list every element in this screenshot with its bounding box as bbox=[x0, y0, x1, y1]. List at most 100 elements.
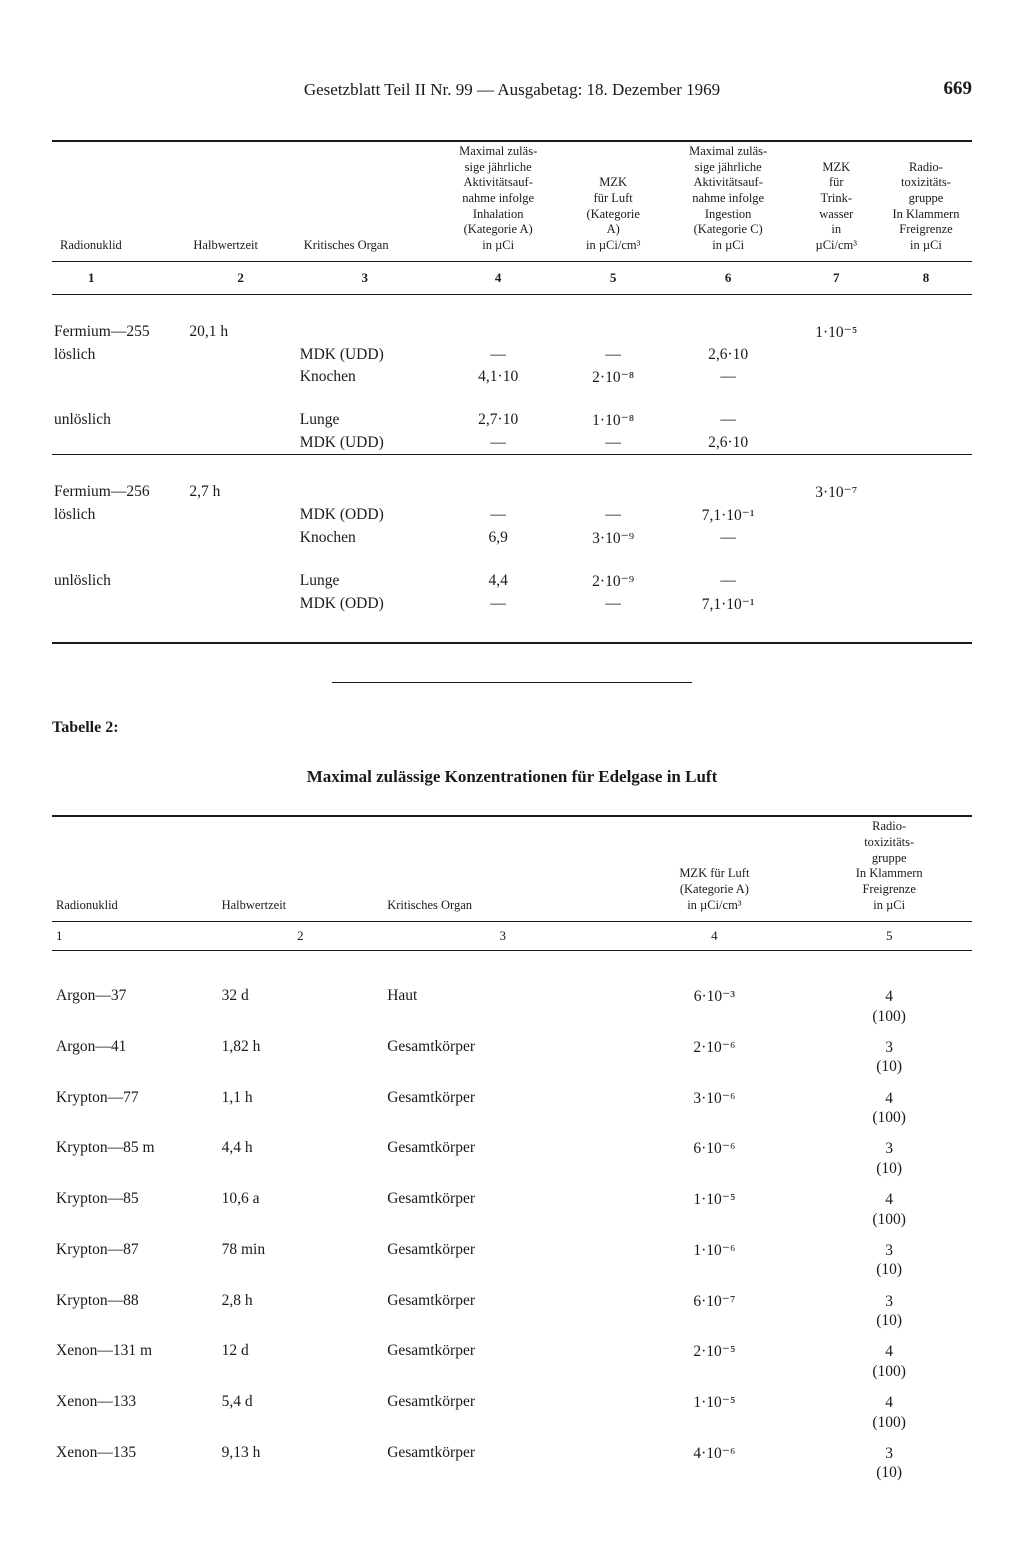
cell-toxgruppe: 3(10) bbox=[806, 1438, 972, 1489]
cell-radionuklid: unlöslich bbox=[52, 570, 185, 593]
table-1: Radionuklid Halbwertzeit Kritisches Orga… bbox=[52, 140, 972, 644]
t1-h4: Maximal zuläs- sige jährliche Aktivitäts… bbox=[434, 142, 563, 262]
table-row: Krypton—882,8 hGesamtkörper6·10⁻⁷3(10) bbox=[52, 1286, 972, 1337]
cell-toxgruppe bbox=[880, 504, 972, 527]
cell-radionuklid: Fermium—255 bbox=[52, 321, 185, 344]
cell-halbwertzeit: 32 d bbox=[218, 981, 384, 1032]
cell-mzk-wasser bbox=[793, 527, 880, 550]
cell-toxgruppe: 3(10) bbox=[806, 1235, 972, 1286]
t2-cn5: 5 bbox=[806, 922, 972, 951]
t1-h3: Kritisches Organ bbox=[296, 142, 434, 262]
cell-halbwertzeit bbox=[185, 593, 295, 616]
cell-halbwertzeit bbox=[185, 366, 295, 389]
cell-halbwertzeit: 1,82 h bbox=[218, 1032, 384, 1083]
t2-cn4: 4 bbox=[622, 922, 806, 951]
table-2-title: Maximal zulässige Konzentrationen für Ed… bbox=[52, 767, 972, 787]
cell-mzk-luft: 6·10⁻⁷ bbox=[622, 1286, 806, 1337]
table-1-header-row: Radionuklid Halbwertzeit Kritisches Orga… bbox=[52, 142, 972, 262]
cell-ingestion: 2,6·10 bbox=[664, 432, 793, 455]
table-2: Radionuklid Halbwertzeit Kritisches Orga… bbox=[52, 815, 972, 1488]
cell-radionuklid: unlöslich bbox=[52, 409, 185, 432]
cell-radionuklid: löslich bbox=[52, 344, 185, 366]
cell-inhalation bbox=[434, 321, 563, 344]
cell-radionuklid: Krypton—87 bbox=[52, 1235, 218, 1286]
cell-ingestion: — bbox=[664, 366, 793, 389]
cell-mzk-luft: 2·10⁻⁵ bbox=[622, 1336, 806, 1387]
cell-mzk-luft bbox=[563, 481, 664, 504]
t2-h5: Radio- toxizitäts- gruppe In Klammern Fr… bbox=[806, 817, 972, 921]
cell-radionuklid bbox=[52, 527, 185, 550]
cell-organ: Gesamtkörper bbox=[383, 1184, 622, 1235]
cell-halbwertzeit bbox=[185, 344, 295, 366]
cell-mzk-luft: 6·10⁻³ bbox=[622, 981, 806, 1032]
cell-organ: MDK (UDD) bbox=[296, 432, 434, 455]
cell-halbwertzeit: 78 min bbox=[218, 1235, 384, 1286]
table-row: Fermium—2562,7 h3·10⁻⁷ bbox=[52, 481, 972, 504]
cell-radionuklid: Fermium—256 bbox=[52, 481, 185, 504]
cell-ingestion: 7,1·10⁻¹ bbox=[664, 504, 793, 527]
cell-inhalation: — bbox=[434, 593, 563, 616]
cell-mzk-wasser bbox=[793, 593, 880, 616]
cell-radionuklid: Xenon—131 m bbox=[52, 1336, 218, 1387]
cell-mzk-luft: 4·10⁻⁶ bbox=[622, 1438, 806, 1489]
t1-cn7: 7 bbox=[793, 262, 880, 295]
cell-halbwertzeit bbox=[185, 527, 295, 550]
table-row: Krypton—8778 minGesamtkörper1·10⁻⁶3(10) bbox=[52, 1235, 972, 1286]
cell-organ: Gesamtkörper bbox=[383, 1438, 622, 1489]
cell-mzk-luft: 3·10⁻⁹ bbox=[563, 527, 664, 550]
table-2-body: Argon—3732 dHaut6·10⁻³4(100)Argon—411,82… bbox=[52, 951, 972, 1489]
cell-mzk-luft: 2·10⁻⁶ bbox=[622, 1032, 806, 1083]
t1-cn8: 8 bbox=[880, 262, 972, 295]
cell-halbwertzeit: 12 d bbox=[218, 1336, 384, 1387]
cell-ingestion: 7,1·10⁻¹ bbox=[664, 593, 793, 616]
cell-toxgruppe bbox=[880, 344, 972, 366]
cell-radionuklid: Krypton—85 m bbox=[52, 1133, 218, 1184]
cell-toxgruppe: 4(100) bbox=[806, 1336, 972, 1387]
cell-mzk-luft: 6·10⁻⁶ bbox=[622, 1133, 806, 1184]
cell-toxgruppe bbox=[880, 527, 972, 550]
cell-toxgruppe: 3(10) bbox=[806, 1032, 972, 1083]
cell-inhalation: — bbox=[434, 344, 563, 366]
cell-inhalation: 4,4 bbox=[434, 570, 563, 593]
t1-cn6: 6 bbox=[664, 262, 793, 295]
t1-cn3: 3 bbox=[296, 262, 434, 295]
cell-halbwertzeit: 5,4 d bbox=[218, 1387, 384, 1438]
cell-mzk-wasser: 1·10⁻⁵ bbox=[793, 321, 880, 344]
cell-ingestion: — bbox=[664, 409, 793, 432]
t1-cn5: 5 bbox=[563, 262, 664, 295]
t1-cn2: 2 bbox=[185, 262, 295, 295]
table-2-header-row: Radionuklid Halbwertzeit Kritisches Orga… bbox=[52, 817, 972, 921]
t2-cn1: 1 bbox=[52, 922, 218, 951]
section-divider bbox=[332, 682, 692, 683]
cell-radionuklid: Krypton—77 bbox=[52, 1083, 218, 1134]
cell-ingestion: 2,6·10 bbox=[664, 344, 793, 366]
cell-inhalation: — bbox=[434, 504, 563, 527]
cell-mzk-luft: — bbox=[563, 504, 664, 527]
table-row: Argon—3732 dHaut6·10⁻³4(100) bbox=[52, 981, 972, 1032]
cell-inhalation: 2,7·10 bbox=[434, 409, 563, 432]
cell-radionuklid: Xenon—135 bbox=[52, 1438, 218, 1489]
t1-h8: Radio- toxizitäts- gruppe In Klammern Fr… bbox=[880, 142, 972, 262]
cell-halbwertzeit: 10,6 a bbox=[218, 1184, 384, 1235]
table-row: Xenon—1335,4 dGesamtkörper1·10⁻⁵4(100) bbox=[52, 1387, 972, 1438]
cell-radionuklid: Xenon—133 bbox=[52, 1387, 218, 1438]
cell-toxgruppe bbox=[880, 570, 972, 593]
cell-mzk-luft: 3·10⁻⁶ bbox=[622, 1083, 806, 1134]
cell-inhalation: 6,9 bbox=[434, 527, 563, 550]
t1-h7: MZK für Trink- wasser in µCi/cm³ bbox=[793, 142, 880, 262]
cell-organ bbox=[296, 321, 434, 344]
page-number: 669 bbox=[944, 78, 973, 100]
cell-toxgruppe bbox=[880, 321, 972, 344]
cell-organ: Gesamtkörper bbox=[383, 1083, 622, 1134]
cell-organ: MDK (UDD) bbox=[296, 344, 434, 366]
cell-mzk-luft: — bbox=[563, 432, 664, 455]
cell-organ: MDK (ODD) bbox=[296, 593, 434, 616]
cell-radionuklid bbox=[52, 366, 185, 389]
cell-halbwertzeit: 4,4 h bbox=[218, 1133, 384, 1184]
cell-halbwertzeit: 1,1 h bbox=[218, 1083, 384, 1134]
table-row: MDK (UDD)——2,6·10 bbox=[52, 432, 972, 455]
cell-mzk-wasser bbox=[793, 366, 880, 389]
cell-toxgruppe: 3(10) bbox=[806, 1286, 972, 1337]
cell-mzk-luft: 2·10⁻⁸ bbox=[563, 366, 664, 389]
table-row: MDK (ODD)——7,1·10⁻¹ bbox=[52, 593, 972, 616]
